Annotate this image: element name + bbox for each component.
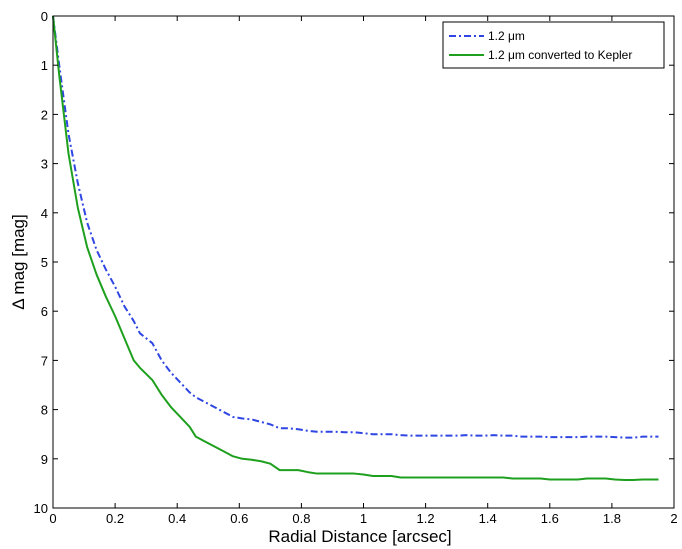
y-axis-title: Δ mag [mag] [9, 214, 28, 309]
legend-label-series-1: 1.2 μm [488, 29, 525, 43]
series-layer [52, 15, 659, 481]
x-axis-ticks: 0 0.2 0.4 0.6 0.8 1 1.2 1.4 1.6 1.8 2 [49, 16, 678, 526]
x-axis-title: Radial Distance [arcsec] [268, 527, 451, 546]
legend: 1.2 μm 1.2 μm converted to Kepler [442, 21, 665, 69]
x-tick-label: 0.2 [106, 511, 124, 526]
x-tick-label: 1.2 [417, 511, 435, 526]
x-tick-label: 0.8 [292, 511, 310, 526]
x-tick-label: 2 [670, 511, 677, 526]
y-axis-ticks: 0 1 2 3 4 5 6 7 8 9 10 [34, 9, 674, 516]
y-tick-label: 6 [41, 304, 48, 319]
y-tick-label: 7 [41, 353, 48, 368]
y-tick-label: 1 [41, 58, 48, 73]
x-tick-label: 1.8 [603, 511, 621, 526]
y-tick-label: 4 [41, 206, 48, 221]
plot-background [53, 16, 674, 508]
x-tick-label: 0.6 [230, 511, 248, 526]
x-tick-label: 1.4 [479, 511, 497, 526]
x-tick-label: 1.6 [541, 511, 559, 526]
legend-box [442, 21, 665, 69]
y-tick-label: 9 [41, 452, 48, 467]
y-tick-label: 2 [41, 107, 48, 122]
series-line-2 [52, 15, 659, 481]
y-tick-label: 8 [41, 403, 48, 418]
x-tick-label: 0 [49, 511, 56, 526]
y-tick-label: 10 [34, 501, 48, 516]
legend-label-series-2: 1.2 μm converted to Kepler [488, 48, 632, 62]
y-tick-label: 5 [41, 255, 48, 270]
x-tick-label: 1 [360, 511, 367, 526]
y-tick-label: 3 [41, 157, 48, 172]
x-tick-label: 0.4 [168, 511, 186, 526]
y-tick-label: 0 [41, 9, 48, 24]
series-line-1 [52, 15, 659, 439]
